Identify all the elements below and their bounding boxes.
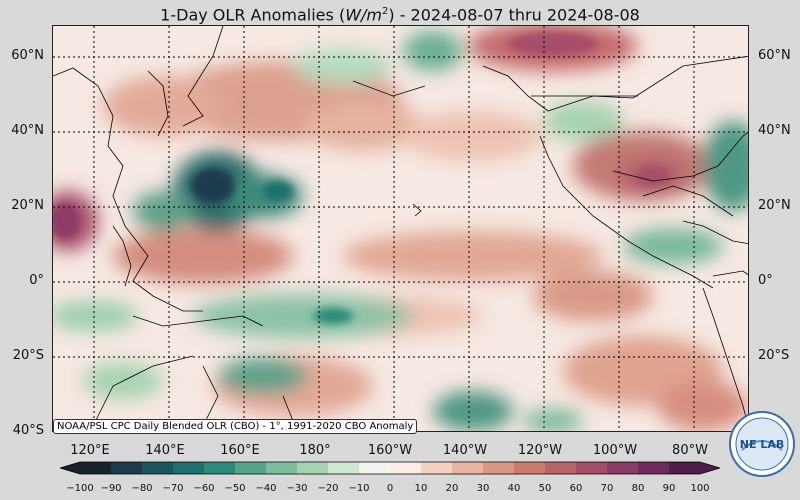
lat-label-left: 20°N xyxy=(11,198,44,213)
colorbar-swatch xyxy=(173,462,205,474)
data-source-credit: NOAA/PSL CPC Daily Blended OLR (CBO) - 1… xyxy=(53,419,418,434)
colorbar-tick-label: 100 xyxy=(690,483,710,494)
lon-label: 120°W xyxy=(517,443,563,458)
colorbar-tick-label: 50 xyxy=(538,483,552,494)
colorbar-extend-high xyxy=(700,462,720,474)
colorbar-swatch xyxy=(452,462,484,474)
colorbar-tick-label: 80 xyxy=(631,483,645,494)
lat-label-right: 20°N xyxy=(758,198,791,213)
lon-label: 180° xyxy=(299,443,331,458)
colorbar-tick-label: 70 xyxy=(600,483,614,494)
lon-label: 140°E xyxy=(145,443,185,458)
lat-label-right: 0° xyxy=(758,273,773,288)
lat-label-right: 60°N xyxy=(758,48,791,63)
colorbar-swatch xyxy=(638,462,670,474)
map-panel xyxy=(52,25,749,432)
colorbar-swatch xyxy=(576,462,608,474)
colorbar-tick-label: 40 xyxy=(507,483,521,494)
colorbar-tick-label: 60 xyxy=(569,483,583,494)
colorbar-tick-label: 30 xyxy=(476,483,490,494)
colorbar-swatch xyxy=(235,462,267,474)
anomaly-cores xyxy=(53,32,671,324)
graticule xyxy=(53,26,748,431)
lon-label: 100°W xyxy=(592,443,638,458)
colorbar xyxy=(60,461,720,475)
colorbar-swatch xyxy=(266,462,298,474)
colorbar-tick-label: −10 xyxy=(348,483,370,494)
colorbar-swatch xyxy=(80,462,112,474)
colorbar-tick-label: 0 xyxy=(386,483,394,494)
svg-text:NE LAB: NE LAB xyxy=(740,438,784,451)
colorbar-tick-label: −20 xyxy=(317,483,339,494)
colorbar-swatch xyxy=(142,462,174,474)
lat-label-right: 20°S xyxy=(758,348,790,363)
olr-anomaly-field xyxy=(53,26,748,431)
noaa-psl-logo: NE LAB xyxy=(729,411,795,477)
colorbar-swatch xyxy=(421,462,453,474)
colorbar-tick-label: −70 xyxy=(162,483,184,494)
colorbar-tick-label: −100 xyxy=(66,483,94,494)
colorbar-tick-label: −40 xyxy=(255,483,277,494)
lat-label-right: 40°N xyxy=(758,123,791,138)
colorbar-swatch xyxy=(390,462,422,474)
page-title: 1-Day OLR Anomalies (W/m2) - 2024-08-07 … xyxy=(160,5,640,25)
colorbar-swatch xyxy=(111,462,143,474)
lon-label: 80°W xyxy=(672,443,708,458)
lon-label: 160°W xyxy=(367,443,413,458)
colorbar-swatch xyxy=(204,462,236,474)
lat-label-left: 40°N xyxy=(11,123,44,138)
colorbar-tick-label: −60 xyxy=(193,483,215,494)
lat-label-left: 0° xyxy=(29,273,44,288)
colorbar-swatch xyxy=(328,462,360,474)
colorbar-swatch xyxy=(607,462,639,474)
colorbar-swatch xyxy=(297,462,329,474)
lat-label-left: 20°S xyxy=(12,348,44,363)
coastlines xyxy=(53,26,748,427)
colorbar-tick-label: −30 xyxy=(286,483,308,494)
colorbar-extend-low xyxy=(60,462,80,474)
colorbar-swatch xyxy=(483,462,515,474)
colorbar-swatch xyxy=(669,462,701,474)
colorbar-tick-label: 90 xyxy=(662,483,676,494)
lat-label-left: 60°N xyxy=(11,48,44,63)
colorbar-tick-label: 20 xyxy=(445,483,459,494)
colorbar-swatch xyxy=(514,462,546,474)
lon-label: 120°E xyxy=(70,443,110,458)
colorbar-swatch xyxy=(545,462,577,474)
lon-label: 140°W xyxy=(442,443,488,458)
colorbar-tick-label: −50 xyxy=(224,483,246,494)
colorbar-tick-label: −90 xyxy=(100,483,122,494)
lat-label-left: 40°S xyxy=(12,423,44,438)
colorbar-swatch xyxy=(359,462,391,474)
colorbar-tick-label: −80 xyxy=(131,483,153,494)
lon-label: 160°E xyxy=(220,443,260,458)
colorbar-tick-label: 10 xyxy=(414,483,428,494)
